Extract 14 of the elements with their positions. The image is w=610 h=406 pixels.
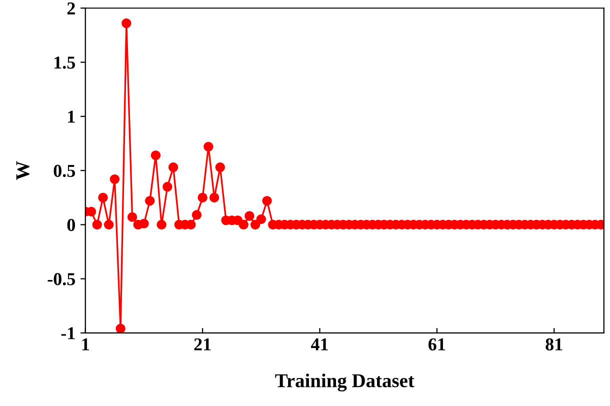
y-tick-label: 2 — [67, 2, 75, 14]
x-tick-label: 21 — [194, 338, 211, 350]
x-tick-label: 61 — [428, 338, 446, 350]
y-tick-label: 1 — [68, 110, 75, 123]
x-tick-label: 81 — [546, 338, 562, 350]
y-tick-label: -1 — [61, 327, 75, 340]
y-axis-title: W — [16, 161, 30, 180]
y-tick-label: 0 — [67, 218, 75, 232]
y-tick-label: 1.5 — [54, 56, 76, 69]
x-axis-title: Training Dataset — [275, 374, 414, 392]
y-tick-label: -0.5 — [48, 273, 76, 286]
y-tick-label: 0.5 — [54, 164, 76, 178]
x-tick-label: 1 — [82, 338, 89, 350]
x-tick-label: 41 — [310, 338, 328, 350]
